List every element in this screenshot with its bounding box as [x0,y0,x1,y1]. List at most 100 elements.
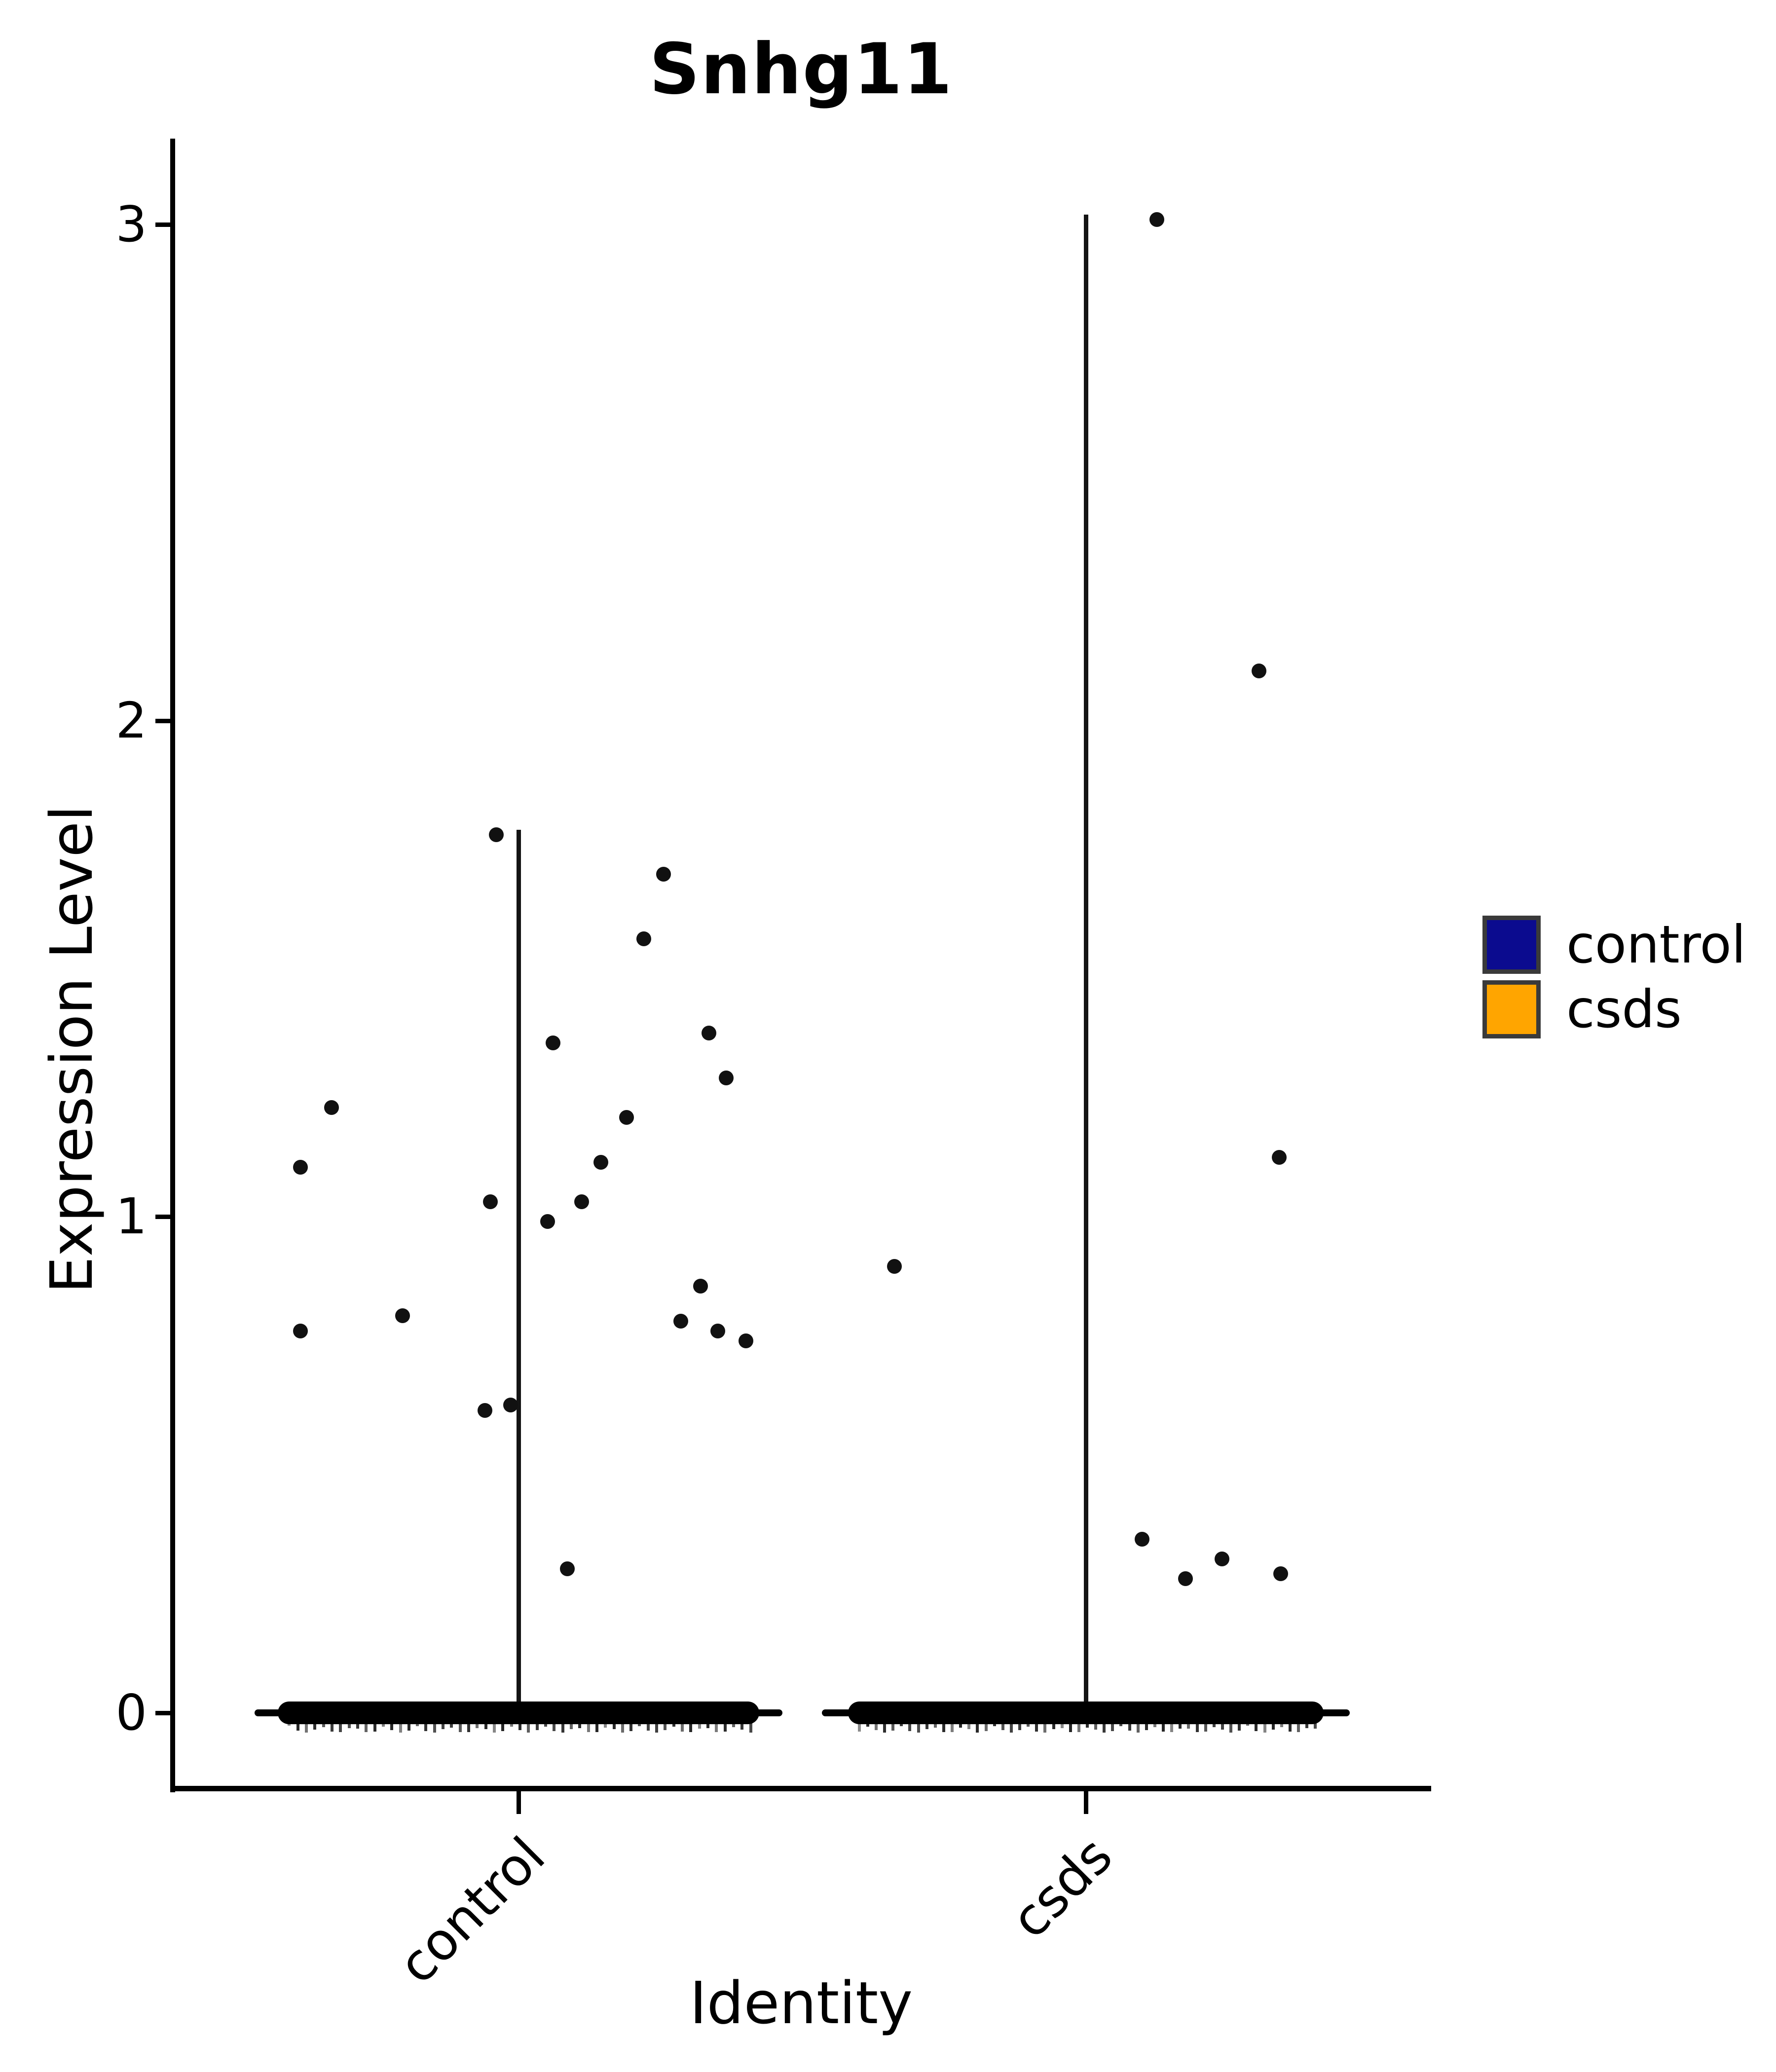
legend-label-control: control [1566,915,1746,975]
zero-band-jitter-fuzz [891,1722,895,1731]
zero-expression-band-csds [848,1702,1324,1724]
jitter-point-control [489,827,504,842]
zero-band-jitter-fuzz [450,1722,453,1728]
zero-band-jitter-fuzz [433,1722,436,1733]
zero-band-jitter-fuzz [621,1722,624,1733]
zero-band-jitter-fuzz [1043,1722,1047,1733]
zero-band-jitter-fuzz [484,1722,487,1729]
zero-band-jitter-fuzz [1246,1722,1250,1726]
zero-band-jitter-fuzz [1103,1722,1106,1733]
zero-band-jitter-fuzz [942,1722,945,1732]
y-tick-mark [155,222,171,227]
x-axis-spine [170,1786,1431,1791]
y-tick-label: 1 [115,1187,147,1246]
zero-band-jitter-fuzz [493,1722,496,1733]
zero-band-jitter-fuzz [1001,1722,1004,1731]
zero-band-jitter-fuzz [553,1722,556,1732]
zero-band-jitter-fuzz [569,1722,573,1729]
zero-band-jitter-fuzz [1145,1722,1148,1730]
y-axis-spine [170,139,175,1792]
zero-band-jitter-fuzz [347,1722,351,1729]
zero-band-jitter-fuzz [681,1722,684,1732]
jitter-point-csds [1135,1532,1150,1547]
zero-band-jitter-fuzz [510,1722,513,1727]
zero-band-jitter-fuzz [399,1722,402,1733]
zero-band-jitter-fuzz [1094,1722,1098,1730]
zero-band-jitter-fuzz [866,1722,869,1727]
zero-band-jitter-fuzz [330,1722,333,1732]
zero-band-jitter-fuzz [933,1722,937,1728]
zero-band-jitter-fuzz [467,1722,471,1732]
zero-band-jitter-fuzz [373,1722,376,1732]
zero-band-jitter-fuzz [732,1722,735,1728]
zero-band-jitter-fuzz [740,1722,744,1730]
zero-band-jitter-fuzz [544,1722,547,1727]
y-tick-label: 3 [115,195,147,253]
jitter-point-control [395,1308,410,1324]
zero-band-jitter-fuzz [629,1722,633,1731]
zero-band-jitter-fuzz [578,1722,582,1728]
zero-band-jitter-fuzz [339,1722,342,1733]
zero-band-jitter-fuzz [723,1722,727,1732]
zero-band-jitter-fuzz [1221,1722,1224,1730]
zero-band-jitter-fuzz [1119,1722,1123,1726]
jitter-point-control [701,1026,716,1041]
zero-band-jitter-fuzz [424,1722,428,1731]
zero-band-jitter-fuzz [976,1722,979,1733]
zero-band-jitter-fuzz [1060,1722,1064,1728]
zero-band-jitter-fuzz [587,1722,590,1732]
zero-band-jitter-fuzz [984,1722,988,1732]
jitter-point-control [540,1214,555,1229]
zero-band-jitter-fuzz [1170,1722,1174,1733]
y-tick-label: 2 [115,691,147,749]
zero-band-jitter-fuzz [501,1722,505,1732]
zero-band-jitter-fuzz [1009,1722,1013,1733]
zero-band-jitter-fuzz [967,1722,971,1729]
zero-band-jitter-fuzz [706,1722,709,1729]
zero-band-jitter-fuzz [883,1722,887,1733]
zero-band-jitter-fuzz [416,1722,419,1726]
zero-band-jitter-fuzz [1288,1722,1292,1732]
x-tick-label-control: control [387,1825,557,1996]
zero-band-jitter-fuzz [1271,1722,1275,1730]
jitter-point-control [593,1154,609,1170]
zero-band-jitter-fuzz [698,1722,701,1729]
zero-band-jitter-fuzz [1027,1722,1030,1727]
zero-band-jitter-fuzz [1212,1722,1216,1727]
zero-band-jitter-fuzz [604,1722,607,1728]
zero-band-jitter-fuzz [900,1722,903,1726]
zero-band-jitter-fuzz [1229,1722,1233,1733]
zero-band-jitter-fuzz [1162,1722,1165,1732]
zero-band-jitter-fuzz [1069,1722,1072,1732]
zero-band-jitter-fuzz [951,1722,954,1732]
jitter-point-control [293,1159,308,1175]
jitter-point-csds [1149,212,1165,227]
jitter-point-control [478,1403,493,1418]
zero-band-jitter-fuzz [288,1722,291,1726]
zero-band-jitter-fuzz [655,1722,659,1733]
jitter-point-control [693,1279,708,1294]
jitter-point-control [482,1194,498,1210]
zero-band-jitter-fuzz [1187,1722,1190,1729]
zero-band-jitter-fuzz [993,1722,996,1727]
zero-band-jitter-fuzz [1153,1722,1156,1727]
jitter-point-control [739,1333,754,1348]
y-tick-mark [155,1711,171,1715]
y-tick-mark [155,718,171,723]
zero-band-jitter-fuzz [908,1722,912,1732]
jitter-point-control [574,1194,590,1210]
zero-band-jitter-fuzz [518,1722,521,1731]
zero-band-jitter-fuzz [1052,1722,1055,1729]
zero-band-jitter-fuzz [612,1722,616,1730]
zero-band-jitter-fuzz [874,1722,878,1730]
zero-band-jitter-fuzz [1195,1722,1199,1733]
legend-item-control: control [1482,916,1746,974]
zero-band-jitter-fuzz [1238,1722,1241,1731]
jitter-point-csds [1272,1149,1287,1165]
zero-band-jitter-fuzz [1128,1722,1131,1731]
zero-band-jitter-fuzz [561,1722,564,1733]
zero-band-jitter-fuzz [1204,1722,1207,1732]
zero-band-jitter-fuzz [442,1722,445,1730]
legend-swatch-csds [1482,980,1541,1038]
